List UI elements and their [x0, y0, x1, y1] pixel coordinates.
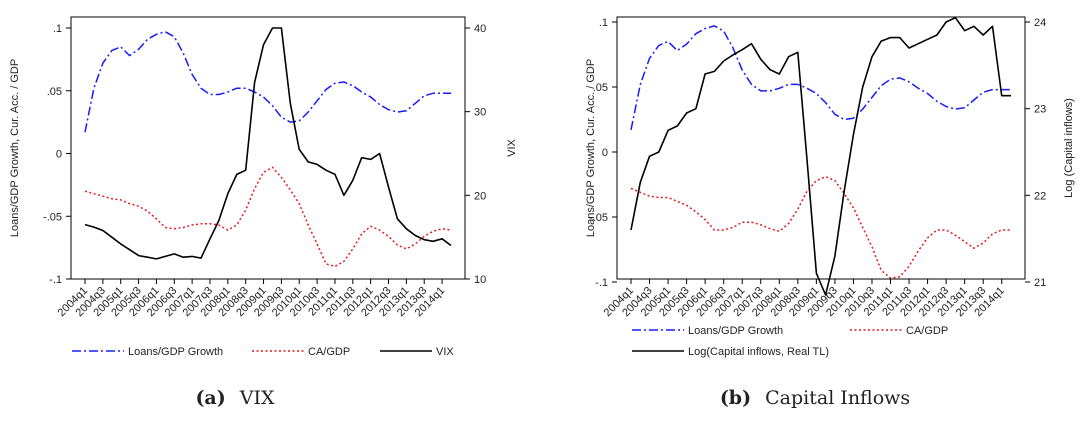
series-line-1 [84, 166, 452, 268]
y-tick-label-right: 20 [474, 190, 486, 202]
y-tick-label-right: 21 [1034, 277, 1046, 289]
panel-caption: (a) VIX [195, 387, 275, 409]
legend-label: Loans/GDP Growth [688, 325, 783, 337]
y-axis-label-right: Log (Capital inflows) [1063, 98, 1075, 198]
panel-caption-label: (b) [720, 387, 751, 409]
y-tick-label-right: 40 [474, 23, 486, 35]
y-tick-label-left: .1 [599, 17, 608, 29]
y-tick-label-left: .05 [593, 82, 608, 94]
legend-label: Loans/GDP Growth [128, 346, 223, 358]
y-tick-label-left: .05 [47, 86, 62, 98]
series-lines [84, 27, 452, 268]
tick-labels: .1.050-.05-.1403020102004q12004q32005q12… [43, 23, 486, 319]
y-tick-label-left: .1 [53, 23, 62, 35]
series-line-2 [630, 16, 1011, 296]
y-tick-label-right: 23 [1034, 104, 1046, 116]
y-tick-label-right: 24 [1034, 17, 1046, 29]
chart-panel-capital-inflows: .1.050-.05-.1242322212004q12004q32005q12… [585, 16, 1075, 409]
series-line-0 [630, 25, 1011, 131]
y-tick-label-left: 0 [602, 147, 608, 159]
tick-labels: .1.050-.05-.1242322212004q12004q32005q12… [589, 17, 1046, 319]
legend: Loans/GDP Growth CA/GDP VIX [72, 346, 454, 358]
legend-label: CA/GDP [308, 346, 350, 358]
y-tick-label-right: 30 [474, 107, 486, 119]
y-tick-label-left: -.1 [49, 274, 62, 286]
axis-ticks [66, 27, 470, 284]
y-tick-label-left: -.05 [43, 211, 62, 223]
panel-caption-label: (a) [195, 387, 225, 409]
series-line-1 [630, 175, 1011, 279]
chart-panel-vix: .1.050-.05-.1403020102004q12004q32005q12… [9, 16, 518, 409]
y-axis-label-left: Loans/GDP Growth, Cur. Acc. / GDP [585, 59, 597, 237]
series-line-0 [84, 31, 451, 133]
y-tick-label-left: -.1 [595, 277, 608, 289]
plot-frame [70, 16, 466, 280]
y-tick-label-right: 22 [1034, 190, 1046, 202]
panel-caption-text: VIX [239, 387, 275, 409]
axis-ticks [612, 21, 1030, 284]
y-axis-label-right: VIX [506, 138, 518, 156]
series-line-2 [84, 27, 452, 260]
panel-caption-text: Capital Inflows [765, 387, 910, 409]
y-tick-label-left: -.05 [589, 212, 608, 224]
y-axis-label-left: Loans/GDP Growth, Cur. Acc. / GDP [9, 59, 21, 237]
legend: Loans/GDP Growth CA/GDP Log(Capital inflow… [632, 325, 948, 358]
plot-frame [616, 16, 1026, 280]
legend-label: CA/GDP [906, 325, 948, 337]
legend-label: Log(Capital inflows, Real TL) [688, 346, 829, 358]
y-tick-label-right: 10 [474, 274, 486, 286]
series-lines [630, 16, 1011, 296]
panel-caption: (b) Capital Inflows [720, 387, 910, 409]
legend-label: VIX [436, 346, 454, 358]
y-tick-label-left: 0 [56, 149, 62, 161]
